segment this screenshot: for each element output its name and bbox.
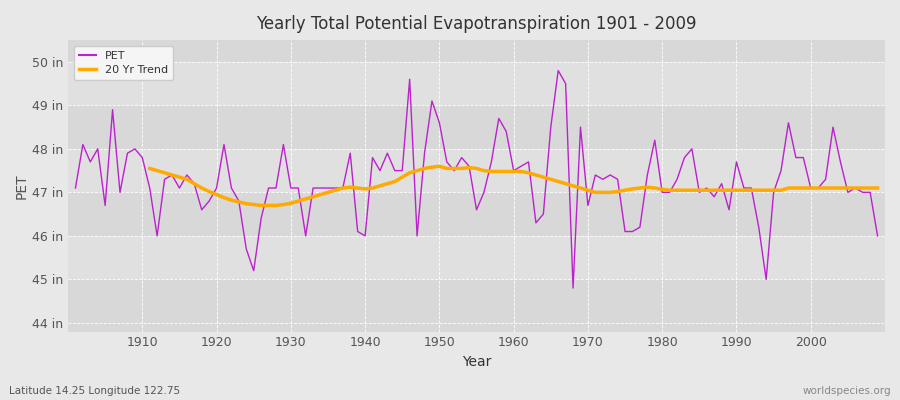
20 Yr Trend — [731, 188, 742, 192]
PET — [292, 186, 303, 190]
20 Yr Trend — [256, 203, 266, 208]
Bar — [68, 105, 885, 149]
Bar — [68, 149, 885, 192]
Line: PET: PET — [76, 70, 878, 288]
Y-axis label: PET: PET — [15, 173, 29, 199]
PET — [70, 186, 81, 190]
20 Yr Trend — [434, 164, 445, 169]
PET — [130, 146, 140, 151]
PET — [612, 177, 623, 182]
PET — [568, 286, 579, 290]
20 Yr Trend — [545, 177, 556, 182]
20 Yr Trend — [523, 170, 534, 175]
PET — [508, 168, 519, 173]
PET — [338, 186, 348, 190]
20 Yr Trend — [374, 184, 385, 188]
PET — [872, 234, 883, 238]
PET — [553, 68, 563, 73]
20 Yr Trend — [144, 166, 155, 171]
Title: Yearly Total Potential Evapotranspiration 1901 - 2009: Yearly Total Potential Evapotranspiratio… — [256, 15, 697, 33]
20 Yr Trend — [322, 190, 333, 195]
Bar — [68, 62, 885, 105]
Bar — [68, 279, 885, 323]
20 Yr Trend — [872, 186, 883, 190]
Bar — [68, 192, 885, 236]
Legend: PET, 20 Yr Trend: PET, 20 Yr Trend — [74, 46, 174, 80]
Text: Latitude 14.25 Longitude 122.75: Latitude 14.25 Longitude 122.75 — [9, 386, 180, 396]
Text: worldspecies.org: worldspecies.org — [803, 386, 891, 396]
X-axis label: Year: Year — [462, 355, 491, 369]
PET — [500, 129, 511, 134]
Line: 20 Yr Trend: 20 Yr Trend — [149, 166, 877, 206]
20 Yr Trend — [345, 185, 356, 190]
Bar — [68, 236, 885, 279]
